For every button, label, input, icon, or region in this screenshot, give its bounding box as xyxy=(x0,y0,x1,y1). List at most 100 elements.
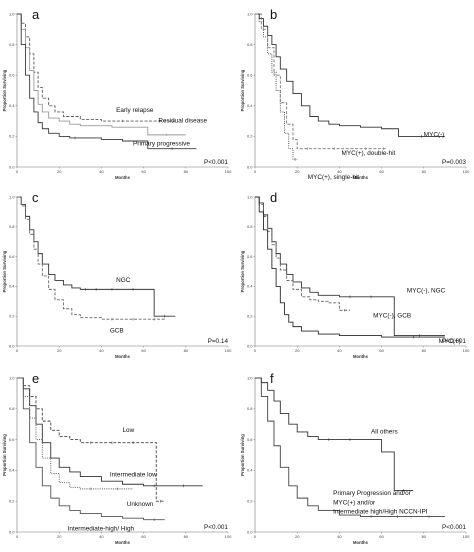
x-tick-label: 60 xyxy=(379,169,384,174)
x-tick-label: 20 xyxy=(295,169,300,174)
y-tick-label: 0.2 xyxy=(9,134,15,139)
y-tick-label: 1.0 xyxy=(9,11,15,16)
x-tick-label: 100 xyxy=(463,348,470,353)
y-tick-label: 0.0 xyxy=(247,529,253,534)
x-axis-title: Months xyxy=(353,354,369,359)
y-tick-label: 1.0 xyxy=(247,194,253,199)
p-value-label: P=0.14 xyxy=(208,338,229,345)
panel-grid: 0 20 40 60 80 100 0.0 0.2 0.4 0.6 0.8 1.0 Months Prop… xyxy=(2,7,470,545)
panel-letter: f xyxy=(270,371,274,386)
y-tick-label: 0.8 xyxy=(247,406,253,411)
x-tick-label: 0 xyxy=(254,348,257,353)
x-tick-label: 40 xyxy=(99,348,104,353)
series-line xyxy=(255,377,445,518)
x-tick-label: 0 xyxy=(16,534,19,539)
x-tick-label: 0 xyxy=(254,534,257,539)
y-tick-label: 0.6 xyxy=(247,437,253,442)
panel-f: 0 20 40 60 80 100 0.0 0.2 0.4 0.6 0.8 1.0 Months Prop… xyxy=(240,371,470,545)
y-tick-label: 0.0 xyxy=(9,529,15,534)
y-tick-label: 0.2 xyxy=(247,134,253,139)
x-tick-label: 100 xyxy=(225,534,232,539)
p-value-label: P<0.001 xyxy=(204,159,228,166)
y-tick-label: 0.8 xyxy=(247,224,253,229)
series-annotation: Primary progressive xyxy=(133,141,190,148)
x-tick-label: 100 xyxy=(225,348,232,353)
y-tick-label: 0.8 xyxy=(247,42,253,47)
series-annotation: All others xyxy=(371,428,398,435)
series-line xyxy=(17,196,176,317)
series-line xyxy=(17,377,165,502)
panel-e: 0 20 40 60 80 100 0.0 0.2 0.4 0.6 0.8 1.0 Months Prop… xyxy=(2,371,232,545)
y-axis-title: Proportion Surviving xyxy=(240,69,245,111)
p-value-label: P<0.001 xyxy=(442,524,466,531)
series-annotation: Early relapse xyxy=(116,107,154,114)
y-tick-label: 0.4 xyxy=(9,103,15,108)
panel-d: 0 20 40 60 80 100 0.0 0.2 0.4 0.6 0.8 1.0 Months Prop… xyxy=(240,190,470,359)
x-axis-title: Months xyxy=(353,175,369,180)
y-tick-label: 0.4 xyxy=(247,468,253,473)
series-annotation: MYC(+), single-hit xyxy=(308,174,360,181)
series-line xyxy=(17,13,186,136)
x-axis-title: Months xyxy=(115,540,131,545)
x-tick-label: 20 xyxy=(295,348,300,353)
x-tick-label: 60 xyxy=(379,348,384,353)
series-line xyxy=(255,377,414,491)
series-line xyxy=(255,196,445,338)
y-tick-label: 0.4 xyxy=(9,284,15,289)
x-axis-title: Months xyxy=(353,540,369,545)
series-annotation: MYC(-) xyxy=(424,131,445,138)
series-line xyxy=(255,13,386,150)
series-annotation: MYC(+) xyxy=(439,338,461,345)
series-annotation: MYC(+) and/or xyxy=(333,499,376,506)
y-tick-label: 0.0 xyxy=(247,343,253,348)
y-tick-label: 1.0 xyxy=(9,375,15,380)
x-tick-label: 80 xyxy=(184,169,189,174)
p-value-label: P=0.003 xyxy=(442,159,466,166)
series-annotation: Intermediate low xyxy=(110,472,157,479)
y-tick-label: 0.8 xyxy=(9,42,15,47)
x-tick-label: 60 xyxy=(141,348,146,353)
x-axis-title: Months xyxy=(115,354,131,359)
y-tick-label: 1.0 xyxy=(247,375,253,380)
series-line xyxy=(17,377,134,490)
panel-letter: d xyxy=(270,190,277,205)
series-annotation: Primary Progression and/or xyxy=(333,490,412,497)
x-tick-label: 40 xyxy=(99,534,104,539)
panel-letter: c xyxy=(32,190,39,205)
series-annotation: GCB xyxy=(110,328,124,335)
x-tick-label: 20 xyxy=(57,348,62,353)
p-value-label: P<0.001 xyxy=(204,524,228,531)
series-annotation: Residual disease xyxy=(158,118,207,125)
series-annotation: MYC(+), double-hit xyxy=(342,150,396,157)
panel-letter: a xyxy=(32,7,40,22)
y-tick-label: 0.0 xyxy=(9,164,15,169)
series-line xyxy=(17,377,165,521)
x-tick-label: 60 xyxy=(141,169,146,174)
y-tick-label: 0.6 xyxy=(9,254,15,259)
series-annotation: Intermediate high/High NCCN-IPI xyxy=(333,509,428,516)
panel-letter: e xyxy=(32,371,39,386)
y-tick-label: 0.2 xyxy=(9,499,15,504)
series-line xyxy=(255,13,445,137)
panel-letter: b xyxy=(270,7,277,22)
y-tick-label: 0.4 xyxy=(247,103,253,108)
series-annotation: Low xyxy=(123,427,135,434)
x-tick-label: 0 xyxy=(16,348,19,353)
y-tick-label: 0.8 xyxy=(9,406,15,411)
x-tick-label: 60 xyxy=(379,534,384,539)
x-axis-title: Months xyxy=(115,175,131,180)
y-axis-title: Proportion Surviving xyxy=(2,250,7,292)
series-line xyxy=(17,377,203,487)
x-tick-label: 80 xyxy=(422,348,427,353)
y-tick-label: 0.4 xyxy=(247,284,253,289)
x-tick-label: 80 xyxy=(184,534,189,539)
y-axis-title: Proportion Surviving xyxy=(2,434,7,476)
x-tick-label: 40 xyxy=(337,348,342,353)
y-tick-label: 0.2 xyxy=(247,499,253,504)
series-line xyxy=(17,13,176,122)
x-tick-label: 100 xyxy=(225,169,232,174)
series-line xyxy=(17,13,197,150)
x-tick-label: 100 xyxy=(463,169,470,174)
x-tick-label: 0 xyxy=(16,169,19,174)
